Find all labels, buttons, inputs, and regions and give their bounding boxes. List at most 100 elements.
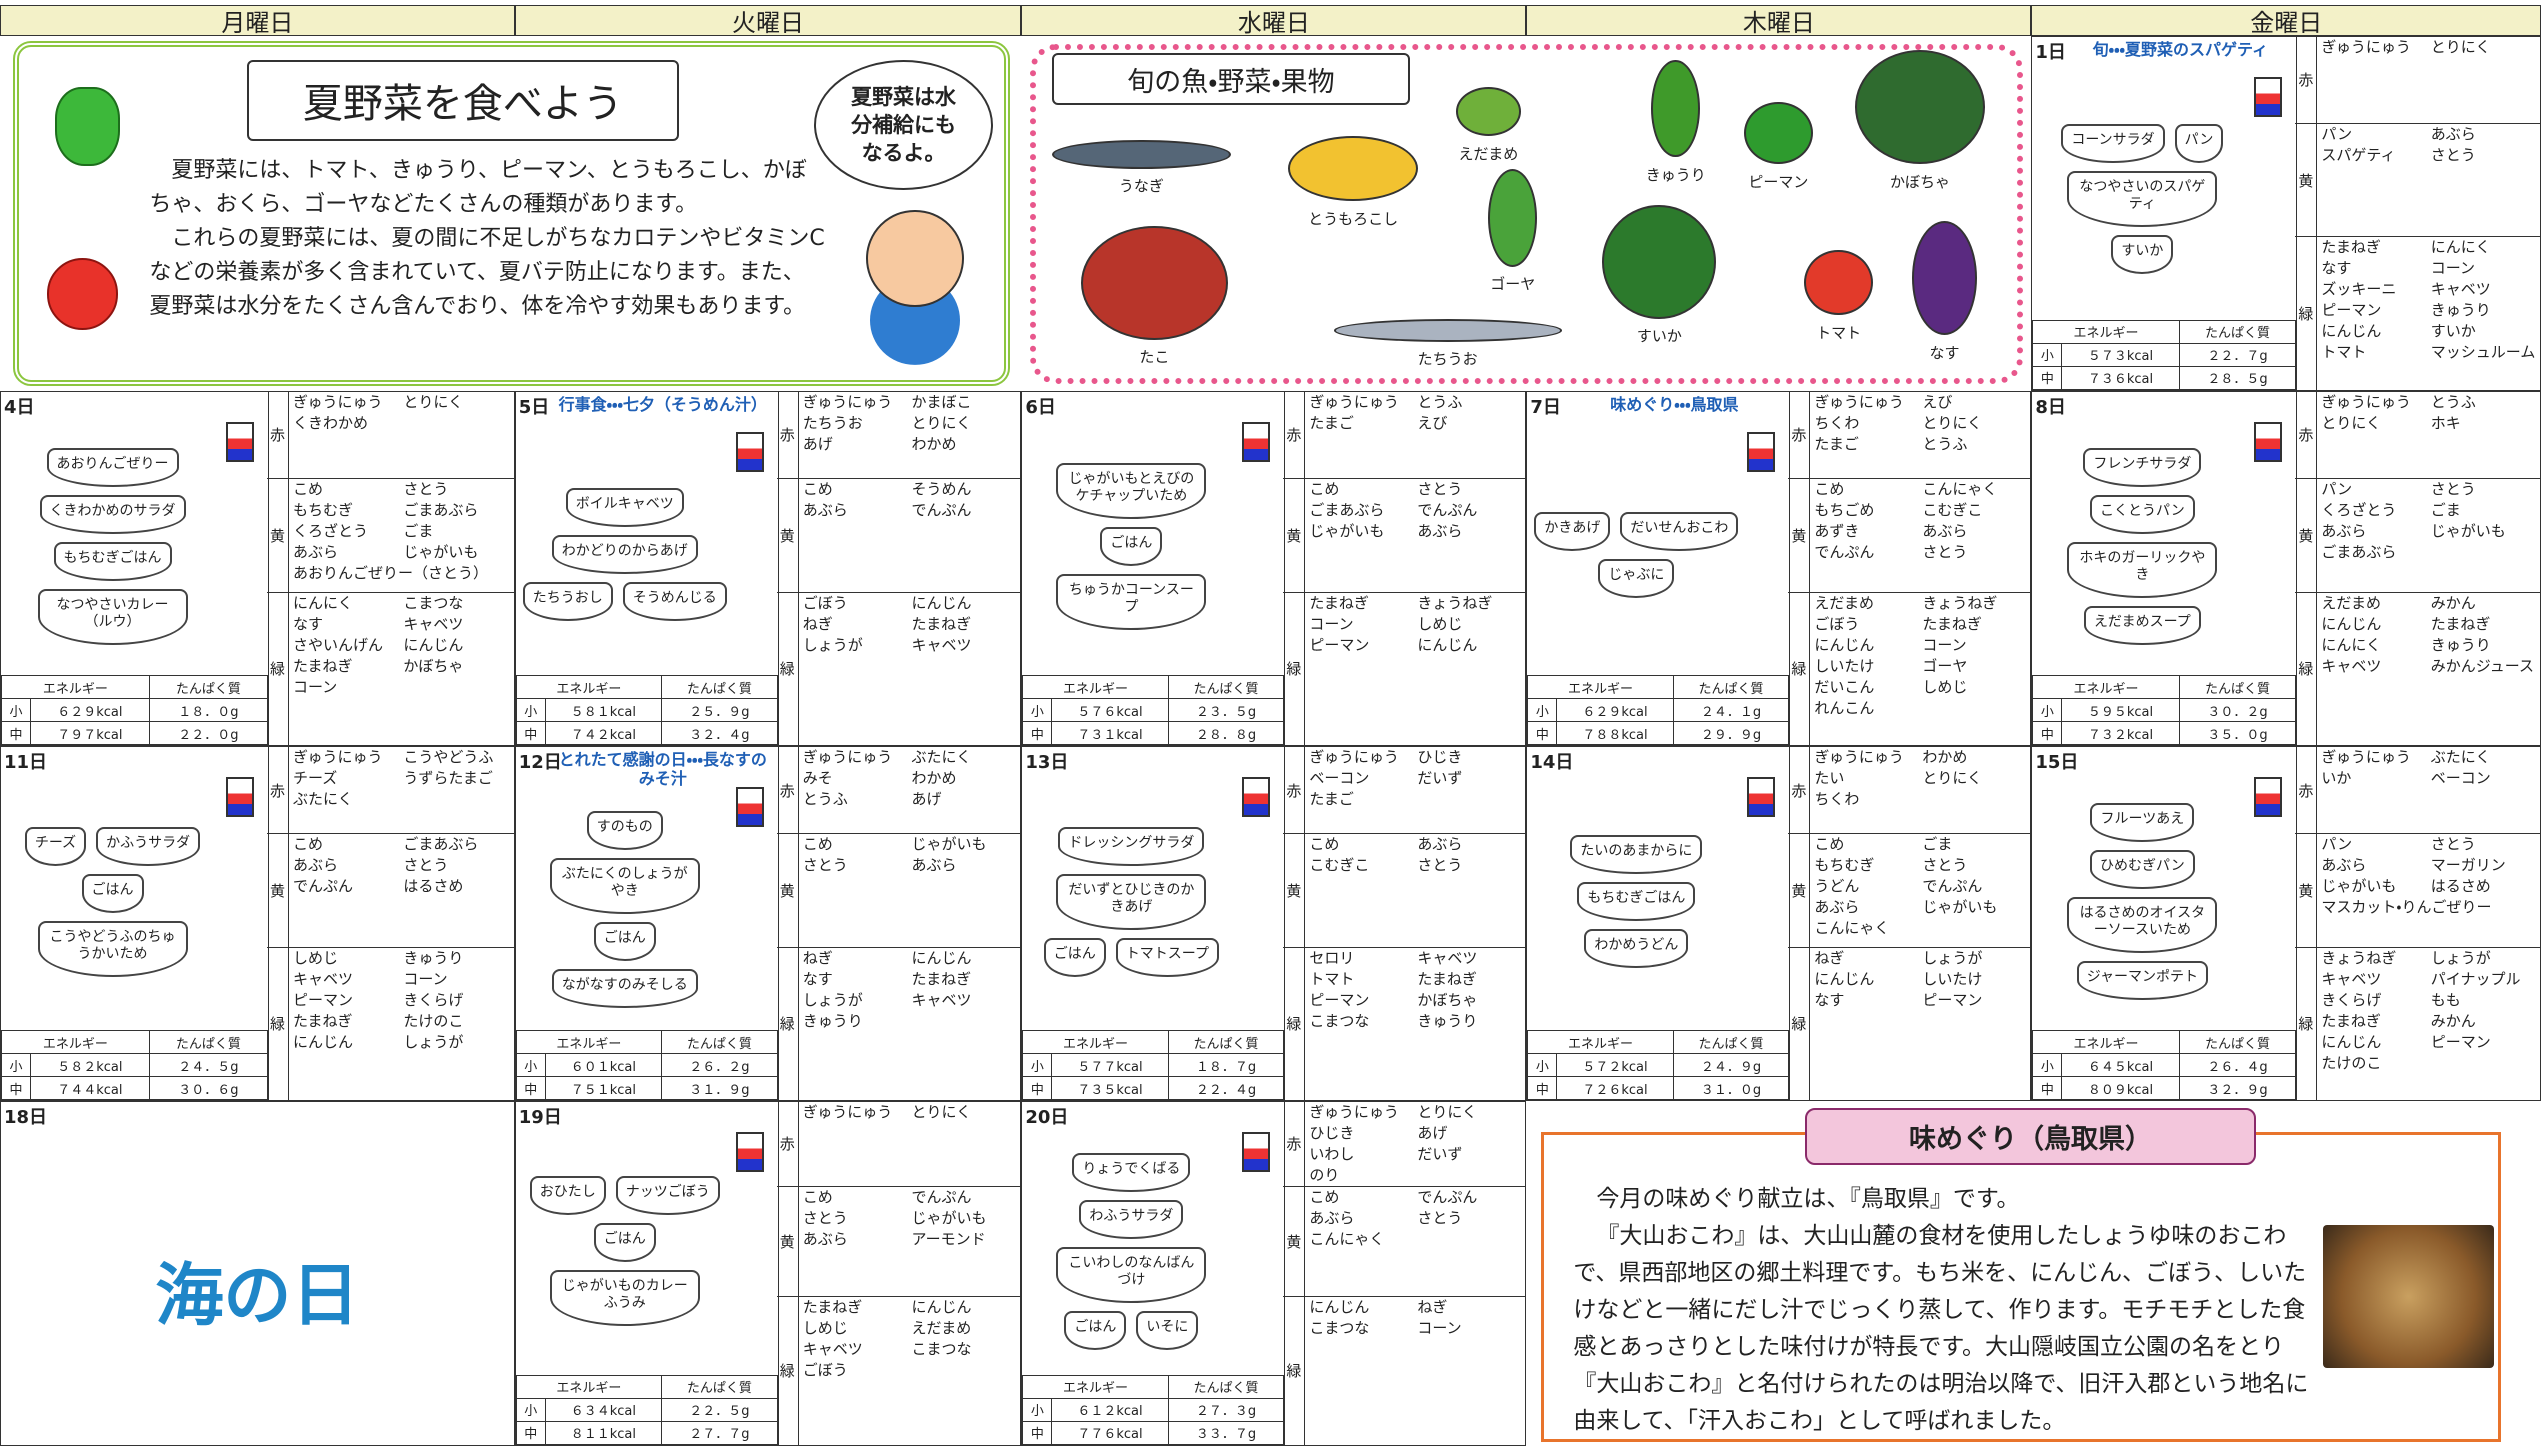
ingredient: とりにく bbox=[911, 1103, 972, 1122]
ingredient: ぎゅうにゅう bbox=[1309, 392, 1399, 411]
ingredient: さとう bbox=[2430, 479, 2476, 498]
day-title: 旬・・・夏野菜のスパゲティ bbox=[2092, 39, 2269, 59]
food-label: ゴーヤ bbox=[1490, 275, 1536, 294]
dish: ちゅうかコーンスープ bbox=[1056, 574, 1207, 630]
dish: ながなすのみそしる bbox=[551, 969, 698, 1009]
ingredient: にんじん bbox=[911, 948, 972, 967]
protein-heading: たんぱく質 bbox=[2178, 1030, 2297, 1055]
ingredient: ぎゅうにゅう bbox=[293, 748, 383, 767]
dish: トマトスープ bbox=[1115, 937, 1219, 977]
protein-value: ２８．８g bbox=[1167, 721, 1285, 746]
energy-heading: エネルギー bbox=[1022, 675, 1169, 700]
ingredient: こめ bbox=[802, 479, 833, 498]
energy-table: エネルギー たんぱく質小 ５７２kcal ２４．９g 中 ７２６kcal ３１．０g bbox=[1527, 1030, 1790, 1101]
dish: フルーツあえ bbox=[2090, 803, 2195, 843]
dish: ごはん bbox=[1100, 527, 1163, 566]
group-label: 黄 bbox=[267, 834, 289, 947]
protein-value: ３５．０g bbox=[2178, 721, 2297, 746]
dish: ジャーマンポテト bbox=[2076, 961, 2209, 1001]
dishes: すのもの ぶたにくのしょうがやき ごはん ながなすのみそしる bbox=[520, 791, 730, 1028]
ingredients: 赤ぎゅうにゅう ぶたにく いか ベーコン黄パン さとう あぶら マーガリン じゃがいも はるさめ… bbox=[2295, 747, 2541, 1101]
ingredient-group: 緑えだまめ みかん にんじん たまねぎ にんにく きゅうり キャベツ みかんジュース bbox=[2295, 592, 2540, 746]
group-label: 黄 bbox=[777, 478, 799, 592]
dish: ごはん bbox=[593, 1223, 656, 1263]
energy-row: 小 ６２９kcal １８．０g bbox=[1, 698, 269, 723]
ingredient: ぶたにく bbox=[293, 790, 353, 809]
menu-area: 15日 フルーツあえ ひめむぎパン はるさめのオイスターソースいため ジャーマンポテトエ… bbox=[2032, 747, 2298, 1101]
ingredient: きゅうり bbox=[802, 1011, 863, 1030]
dish: ナッツごぼう bbox=[615, 1176, 720, 1216]
day-title: とれたて感謝の日・・・長なすのみそ汁 bbox=[558, 750, 767, 789]
food-photo bbox=[2322, 1224, 2494, 1369]
ingredient: にんじん bbox=[1814, 969, 1875, 988]
ingredient: とりにく bbox=[1922, 413, 1983, 432]
dish: もちむぎごはん bbox=[53, 542, 172, 581]
ingredient: でんぷん bbox=[1417, 500, 1478, 519]
food-illustration bbox=[1051, 139, 1231, 169]
group-label: 黄 bbox=[1283, 1186, 1306, 1296]
ingredient: しょうが bbox=[2430, 948, 2491, 967]
group-label: 黄 bbox=[267, 478, 289, 592]
ingredient: じゃがいも bbox=[911, 1208, 987, 1227]
ingredient-group: 黄こめ でんぷん あぶら さとう こんにゃく bbox=[1283, 1186, 1526, 1297]
energy-heading: エネルギー bbox=[1, 1030, 150, 1055]
ingredient: ピーマン bbox=[293, 990, 354, 1009]
group-label: 緑 bbox=[267, 947, 289, 1101]
group-label: 赤 bbox=[2295, 747, 2318, 834]
group-label: 赤 bbox=[777, 747, 799, 834]
ingredient-list: ぎゅうにゅう ぶたにく みそ わかめ とうふ あげ bbox=[799, 747, 1021, 833]
size-label: 小 bbox=[1527, 1053, 1558, 1078]
energy-heading: エネルギー bbox=[1, 675, 150, 700]
ingredient: みそ bbox=[802, 769, 833, 788]
ingredient: ぎゅうにゅう bbox=[2321, 37, 2411, 56]
group-label: 赤 bbox=[2295, 36, 2318, 123]
food-label: うなぎ bbox=[1118, 177, 1164, 196]
dish: こいわしのなんばんづけ bbox=[1056, 1246, 1207, 1303]
group-label: 緑 bbox=[2295, 237, 2318, 390]
ingredient: ゴーヤ bbox=[1922, 656, 1968, 675]
ingredient: たい bbox=[1814, 769, 1845, 788]
energy-table: エネルギー たんぱく質小 ６２９kcal １８．０g 中 ７９７kcal ２２．０g bbox=[1, 675, 269, 746]
ingredient-group: 赤ぎゅうにゅう とうふ とりにく ホキ bbox=[2295, 391, 2541, 479]
protein-heading: たんぱく質 bbox=[660, 675, 778, 700]
dish: ボイルキャベツ bbox=[565, 488, 684, 527]
day-cell: 20日 りょうでくばる わふうサラダ こいわしのなんばんづけ ごはん いそに エネルギー たん… bbox=[1021, 1101, 1527, 1446]
size-label: 中 bbox=[2032, 1076, 2063, 1101]
ingredient: ごまあぶら bbox=[403, 500, 479, 519]
dish: ごはん bbox=[1064, 1310, 1127, 1350]
energy-header: エネルギー たんぱく質 bbox=[1022, 1374, 1285, 1399]
energy-header: エネルギー たんぱく質 bbox=[515, 1030, 778, 1055]
date: 12日 bbox=[518, 752, 562, 774]
ingredient: ねぎ bbox=[802, 614, 833, 633]
energy-table: エネルギー たんぱく質小 ５８１kcal ２５．９g 中 ７４２kcal ３２．４g bbox=[515, 675, 778, 746]
milk-carton bbox=[1242, 421, 1271, 462]
ingredient-group: 赤ぎゅうにゅう かまぼこ たちうお とりにく あげ わかめ bbox=[776, 391, 1021, 479]
size-label: 中 bbox=[1, 721, 31, 746]
dish: えだまめスープ bbox=[2083, 606, 2201, 645]
ingredient: たまご bbox=[1309, 790, 1354, 809]
ingredient: ごま bbox=[2430, 500, 2461, 519]
dish: じゃがいもとえびのケチャップいため bbox=[1056, 463, 1207, 519]
ingredient: あぶら bbox=[802, 1229, 848, 1248]
food-illustration bbox=[1602, 204, 1717, 319]
ingredient-group: 緑ごぼう にんじん ねぎ たまねぎ しょうが キャベツ bbox=[777, 592, 1021, 746]
ingredient-list: ねぎ しょうが にんじん しいたけ なす ピーマン bbox=[1810, 948, 2030, 1100]
ingredients: 赤ぎゅうにゅう とうふ とりにく ホキ黄パン さとう くろざとう ごま あぶら じゃがいも ごまあ… bbox=[2295, 391, 2541, 746]
ingredient-group: 赤ぎゅうにゅう とりにく bbox=[776, 1102, 1021, 1187]
ingredient: ピーマン bbox=[1309, 990, 1370, 1009]
dish: ごはん bbox=[81, 873, 144, 913]
ingredient: たまねぎ bbox=[802, 1297, 863, 1316]
dish: なつやさいのスパゲティ bbox=[2067, 171, 2218, 228]
ingredient: とりにく bbox=[1417, 1103, 1478, 1122]
ingredient: ぎゅうにゅう bbox=[802, 748, 893, 767]
ingredient: あぶら bbox=[1814, 898, 1860, 917]
ingredient: きゅうり bbox=[2430, 301, 2491, 320]
ingredient: コーン bbox=[403, 969, 448, 988]
ingredient: えだまめ bbox=[2321, 593, 2382, 612]
ingredient-list: こめ でんぷん さとう じゃがいも あぶら アーモンド bbox=[799, 1187, 1021, 1296]
ingredient: じゃがいも bbox=[403, 542, 479, 561]
ingredient: とうふ bbox=[802, 790, 848, 809]
energy-row: 小 ５７２kcal ２４．９g bbox=[1527, 1053, 1790, 1078]
ingredient: でんぷん bbox=[911, 1187, 972, 1206]
